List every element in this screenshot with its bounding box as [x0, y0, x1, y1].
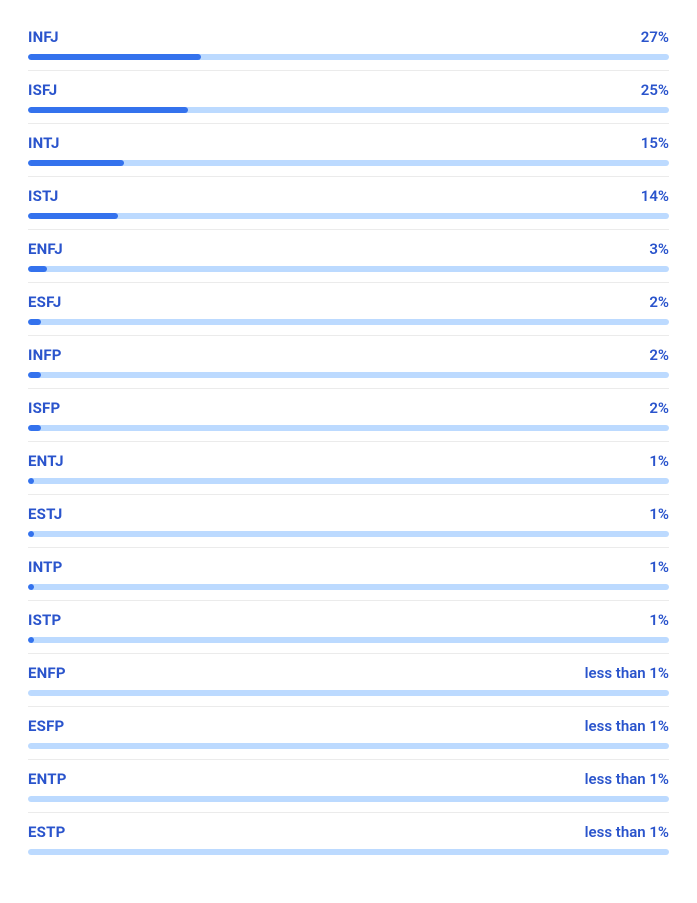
chart-row-label: INFJ — [28, 28, 59, 46]
chart-row: INTJ 15% — [28, 124, 669, 177]
chart-bar-fill — [28, 637, 34, 643]
chart-row: ENFP less than 1% — [28, 654, 669, 707]
chart-row: ESTP less than 1% — [28, 813, 669, 865]
chart-row: ISFJ 25% — [28, 71, 669, 124]
chart-bar-track — [28, 743, 669, 749]
chart-row: INFJ 27% — [28, 18, 669, 71]
chart-bar-track — [28, 213, 669, 219]
chart-row: ISTJ 14% — [28, 177, 669, 230]
chart-row-head: ISFP 2% — [28, 399, 669, 417]
chart-row-label: ESFJ — [28, 293, 61, 311]
chart-row-value: 3% — [649, 240, 669, 258]
chart-row-value: 1% — [649, 452, 669, 470]
chart-row: INFP 2% — [28, 336, 669, 389]
chart-bar-fill — [28, 425, 41, 431]
chart-row-label: ISFP — [28, 399, 60, 417]
chart-bar-fill — [28, 478, 34, 484]
chart-row-label: ISTJ — [28, 187, 58, 205]
chart-bar-track — [28, 372, 669, 378]
chart-row-label: INFP — [28, 346, 62, 364]
chart-row-value: less than 1% — [585, 823, 669, 841]
chart-bar-fill — [28, 160, 124, 166]
chart-row: ESFJ 2% — [28, 283, 669, 336]
chart-bar-fill — [28, 372, 41, 378]
chart-row-head: INFJ 27% — [28, 28, 669, 46]
chart-bar-track — [28, 107, 669, 113]
chart-row-head: ESTP less than 1% — [28, 823, 669, 841]
chart-row-value: 14% — [641, 187, 669, 205]
personality-distribution-chart: INFJ 27% ISFJ 25% INTJ 15% ISTJ 14% ENFJ 3% ESFJ 2%… — [0, 0, 697, 871]
chart-row-value: 27% — [641, 28, 669, 46]
chart-row-head: INTP 1% — [28, 558, 669, 576]
chart-row-head: ENFP less than 1% — [28, 664, 669, 682]
chart-row-label: INTJ — [28, 134, 60, 152]
chart-bar-track — [28, 319, 669, 325]
chart-row: ESFP less than 1% — [28, 707, 669, 760]
chart-row: ENTP less than 1% — [28, 760, 669, 813]
chart-bar-fill — [28, 584, 34, 590]
chart-row-label: ENTJ — [28, 452, 64, 470]
chart-row-value: 1% — [649, 505, 669, 523]
chart-bar-track — [28, 54, 669, 60]
chart-row-head: INFP 2% — [28, 346, 669, 364]
chart-row-head: ESFP less than 1% — [28, 717, 669, 735]
chart-row-label: ESTJ — [28, 505, 63, 523]
chart-row-value: 15% — [641, 134, 669, 152]
chart-row-value: 1% — [649, 558, 669, 576]
chart-row-label: ESTP — [28, 823, 65, 841]
chart-bar-track — [28, 690, 669, 696]
chart-bar-track — [28, 266, 669, 272]
chart-row-label: ISFJ — [28, 81, 57, 99]
chart-row-value: 1% — [649, 611, 669, 629]
chart-row-label: ESFP — [28, 717, 64, 735]
chart-row-value: less than 1% — [585, 770, 669, 788]
chart-bar-track — [28, 584, 669, 590]
chart-row: ISFP 2% — [28, 389, 669, 442]
chart-row-value: 2% — [649, 399, 669, 417]
chart-row-head: ENFJ 3% — [28, 240, 669, 258]
chart-row-value: less than 1% — [585, 664, 669, 682]
chart-bar-track — [28, 849, 669, 855]
chart-row-label: INTP — [28, 558, 63, 576]
chart-row-head: ESTJ 1% — [28, 505, 669, 523]
chart-row-head: INTJ 15% — [28, 134, 669, 152]
chart-row: ENFJ 3% — [28, 230, 669, 283]
chart-row-label: ENFJ — [28, 240, 63, 258]
chart-bar-track — [28, 637, 669, 643]
chart-row-label: ENFP — [28, 664, 66, 682]
chart-bar-track — [28, 425, 669, 431]
chart-bar-fill — [28, 531, 34, 537]
chart-row-value: less than 1% — [585, 717, 669, 735]
chart-bar-fill — [28, 107, 188, 113]
chart-row-value: 2% — [649, 346, 669, 364]
chart-row: ISTP 1% — [28, 601, 669, 654]
chart-row: ENTJ 1% — [28, 442, 669, 495]
chart-row-head: ISFJ 25% — [28, 81, 669, 99]
chart-row: ESTJ 1% — [28, 495, 669, 548]
chart-row-head: ENTJ 1% — [28, 452, 669, 470]
chart-bar-track — [28, 478, 669, 484]
chart-row-value: 25% — [641, 81, 669, 99]
chart-row-head: ISTP 1% — [28, 611, 669, 629]
chart-bar-track — [28, 796, 669, 802]
chart-row-label: ENTP — [28, 770, 67, 788]
chart-bar-fill — [28, 319, 41, 325]
chart-row: INTP 1% — [28, 548, 669, 601]
chart-bar-track — [28, 531, 669, 537]
chart-row-value: 2% — [649, 293, 669, 311]
chart-bar-fill — [28, 266, 47, 272]
chart-bar-track — [28, 160, 669, 166]
chart-bar-fill — [28, 54, 201, 60]
chart-row-head: ESFJ 2% — [28, 293, 669, 311]
chart-row-label: ISTP — [28, 611, 61, 629]
chart-bar-fill — [28, 213, 118, 219]
chart-row-head: ISTJ 14% — [28, 187, 669, 205]
chart-row-head: ENTP less than 1% — [28, 770, 669, 788]
